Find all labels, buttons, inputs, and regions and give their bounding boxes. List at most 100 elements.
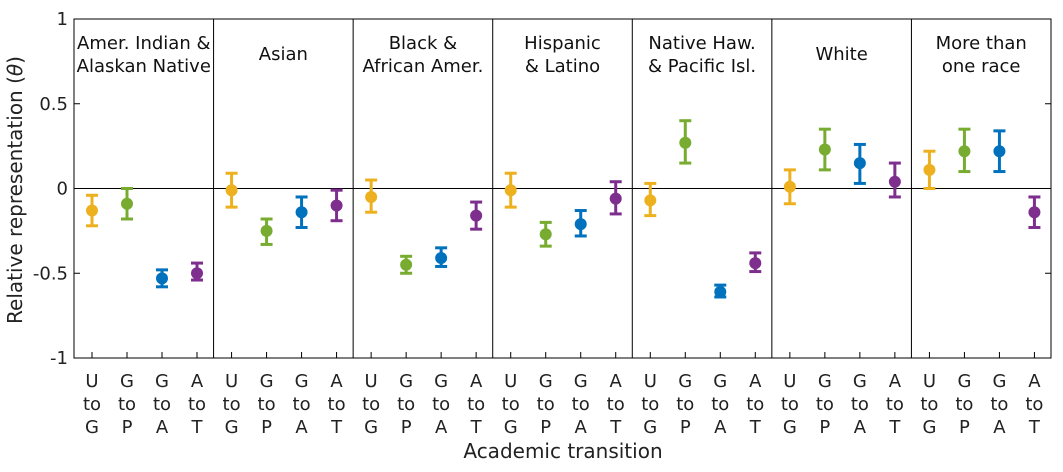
- data-point: [818, 143, 831, 156]
- data-point: [121, 197, 133, 210]
- x-tick-label: A: [993, 417, 1006, 438]
- x-tick-label: to: [118, 394, 136, 415]
- x-tick-label: G: [853, 371, 867, 392]
- group-label: Native Haw.: [648, 33, 755, 54]
- data-point: [923, 163, 936, 176]
- x-tick-label: G: [295, 371, 309, 392]
- x-tick-label: G: [399, 371, 413, 392]
- y-tick-label: 0.5: [39, 94, 68, 115]
- x-tick-label: to: [781, 394, 799, 415]
- x-tick-label: to: [1025, 394, 1043, 415]
- x-tick-label: to: [328, 394, 346, 415]
- data-point: [1028, 206, 1041, 219]
- x-tick-label: U: [85, 371, 98, 392]
- x-tick-label: T: [191, 417, 204, 438]
- x-tick-label: to: [188, 394, 206, 415]
- x-tick-label: P: [122, 417, 133, 438]
- data-point: [191, 267, 203, 280]
- x-tick-label: U: [365, 371, 378, 392]
- group-label: & Pacific Isl.: [648, 56, 756, 77]
- x-tick-label: to: [920, 394, 938, 415]
- x-tick-label: G: [992, 371, 1006, 392]
- data-point: [609, 192, 622, 205]
- x-tick-label: G: [818, 371, 832, 392]
- data-point: [679, 136, 692, 149]
- x-tick-label: A: [854, 417, 867, 438]
- x-tick-label: G: [574, 371, 588, 392]
- data-point: [993, 145, 1006, 158]
- x-tick-label: T: [749, 417, 762, 438]
- x-tick-label: A: [191, 371, 204, 392]
- x-tick-label: U: [923, 371, 936, 392]
- data-point: [470, 209, 483, 222]
- x-tick-label: to: [746, 394, 764, 415]
- x-tick-label: A: [330, 371, 343, 392]
- x-tick-label: G: [155, 371, 169, 392]
- group-label: White: [815, 44, 867, 65]
- x-tick-label: to: [711, 394, 729, 415]
- x-tick-label: to: [153, 394, 171, 415]
- group-label: Alaskan Native: [77, 56, 211, 77]
- x-tick-label: A: [575, 417, 588, 438]
- x-tick-label: G: [713, 371, 727, 392]
- x-tick-label: A: [714, 417, 727, 438]
- x-tick-label: to: [223, 394, 241, 415]
- group-label: one race: [942, 56, 1021, 77]
- data-point: [888, 175, 901, 188]
- x-tick-label: to: [572, 394, 590, 415]
- x-tick-label: G: [957, 371, 971, 392]
- y-tick-label: -1: [50, 348, 68, 369]
- x-tick-label: A: [1028, 371, 1041, 392]
- data-point: [539, 228, 552, 241]
- x-tick-label: G: [225, 417, 239, 438]
- data-point: [156, 272, 168, 285]
- x-tick-label: T: [1028, 417, 1041, 438]
- x-tick-label: A: [889, 371, 902, 392]
- data-point: [783, 180, 796, 193]
- data-point: [435, 251, 448, 264]
- x-tick-label: to: [886, 394, 904, 415]
- x-tick-label: to: [397, 394, 415, 415]
- group-label: Hispanic: [524, 33, 601, 54]
- data-point: [400, 258, 413, 271]
- y-axis-label-symbol: θ: [3, 64, 27, 76]
- x-tick-label: T: [470, 417, 483, 438]
- group-label: More than: [936, 33, 1027, 54]
- data-point: [644, 194, 657, 207]
- group-label: Asian: [259, 44, 308, 65]
- x-tick-label: to: [676, 394, 694, 415]
- data-point: [295, 206, 308, 219]
- x-axis-label: Academic transition: [463, 439, 662, 463]
- data-point: [260, 224, 273, 237]
- x-tick-label: to: [502, 394, 520, 415]
- x-tick-label: T: [888, 417, 901, 438]
- data-point: [365, 190, 378, 203]
- x-tick-label: to: [293, 394, 311, 415]
- data-point: [504, 184, 517, 197]
- x-tick-label: P: [261, 417, 272, 438]
- x-tick-label: G: [783, 417, 797, 438]
- x-tick-label: G: [539, 371, 553, 392]
- x-tick-label: A: [610, 371, 623, 392]
- x-tick-label: G: [434, 371, 448, 392]
- x-tick-label: U: [225, 371, 238, 392]
- x-tick-label: to: [83, 394, 101, 415]
- x-tick-label: to: [362, 394, 380, 415]
- x-tick-label: U: [644, 371, 657, 392]
- x-tick-label: T: [609, 417, 622, 438]
- x-tick-label: U: [783, 371, 796, 392]
- group-label: Amer. Indian &: [77, 33, 210, 54]
- data-point: [86, 204, 98, 217]
- x-tick-label: G: [504, 417, 518, 438]
- y-tick-label: 1: [57, 9, 68, 30]
- data-point: [330, 199, 343, 212]
- x-tick-label: A: [435, 417, 448, 438]
- x-tick-label: to: [537, 394, 555, 415]
- x-tick-label: G: [120, 371, 134, 392]
- x-tick-label: G: [260, 371, 274, 392]
- x-tick-label: A: [156, 417, 169, 438]
- x-tick-label: A: [470, 371, 483, 392]
- x-tick-label: P: [959, 417, 970, 438]
- data-point: [574, 218, 587, 231]
